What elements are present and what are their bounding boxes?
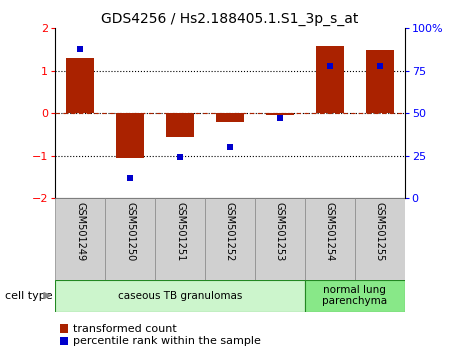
Bar — [365, 50, 393, 113]
Bar — [315, 46, 343, 113]
Text: GSM501254: GSM501254 — [324, 202, 334, 262]
Bar — [155, 198, 205, 280]
Bar — [254, 198, 304, 280]
Text: transformed count: transformed count — [73, 324, 176, 333]
Bar — [105, 198, 155, 280]
Bar — [55, 198, 105, 280]
Bar — [354, 198, 404, 280]
Bar — [66, 58, 94, 113]
Text: caseous TB granulomas: caseous TB granulomas — [118, 291, 242, 301]
Text: GSM501255: GSM501255 — [374, 202, 384, 262]
Text: percentile rank within the sample: percentile rank within the sample — [73, 336, 260, 346]
Text: cell type: cell type — [5, 291, 52, 301]
Title: GDS4256 / Hs2.188405.1.S1_3p_s_at: GDS4256 / Hs2.188405.1.S1_3p_s_at — [101, 12, 358, 26]
Text: GSM501250: GSM501250 — [125, 202, 135, 262]
Bar — [166, 113, 193, 137]
Bar — [266, 113, 293, 115]
Text: GSM501253: GSM501253 — [274, 202, 284, 262]
Text: normal lung
parenchyma: normal lung parenchyma — [322, 285, 386, 307]
Text: GSM501249: GSM501249 — [75, 202, 85, 262]
Bar — [55, 280, 304, 312]
Bar — [205, 198, 254, 280]
Bar — [304, 198, 354, 280]
Text: GSM501251: GSM501251 — [175, 202, 185, 262]
Bar — [304, 280, 404, 312]
Bar — [216, 113, 243, 122]
Text: GSM501252: GSM501252 — [224, 202, 235, 262]
Bar — [116, 113, 144, 158]
